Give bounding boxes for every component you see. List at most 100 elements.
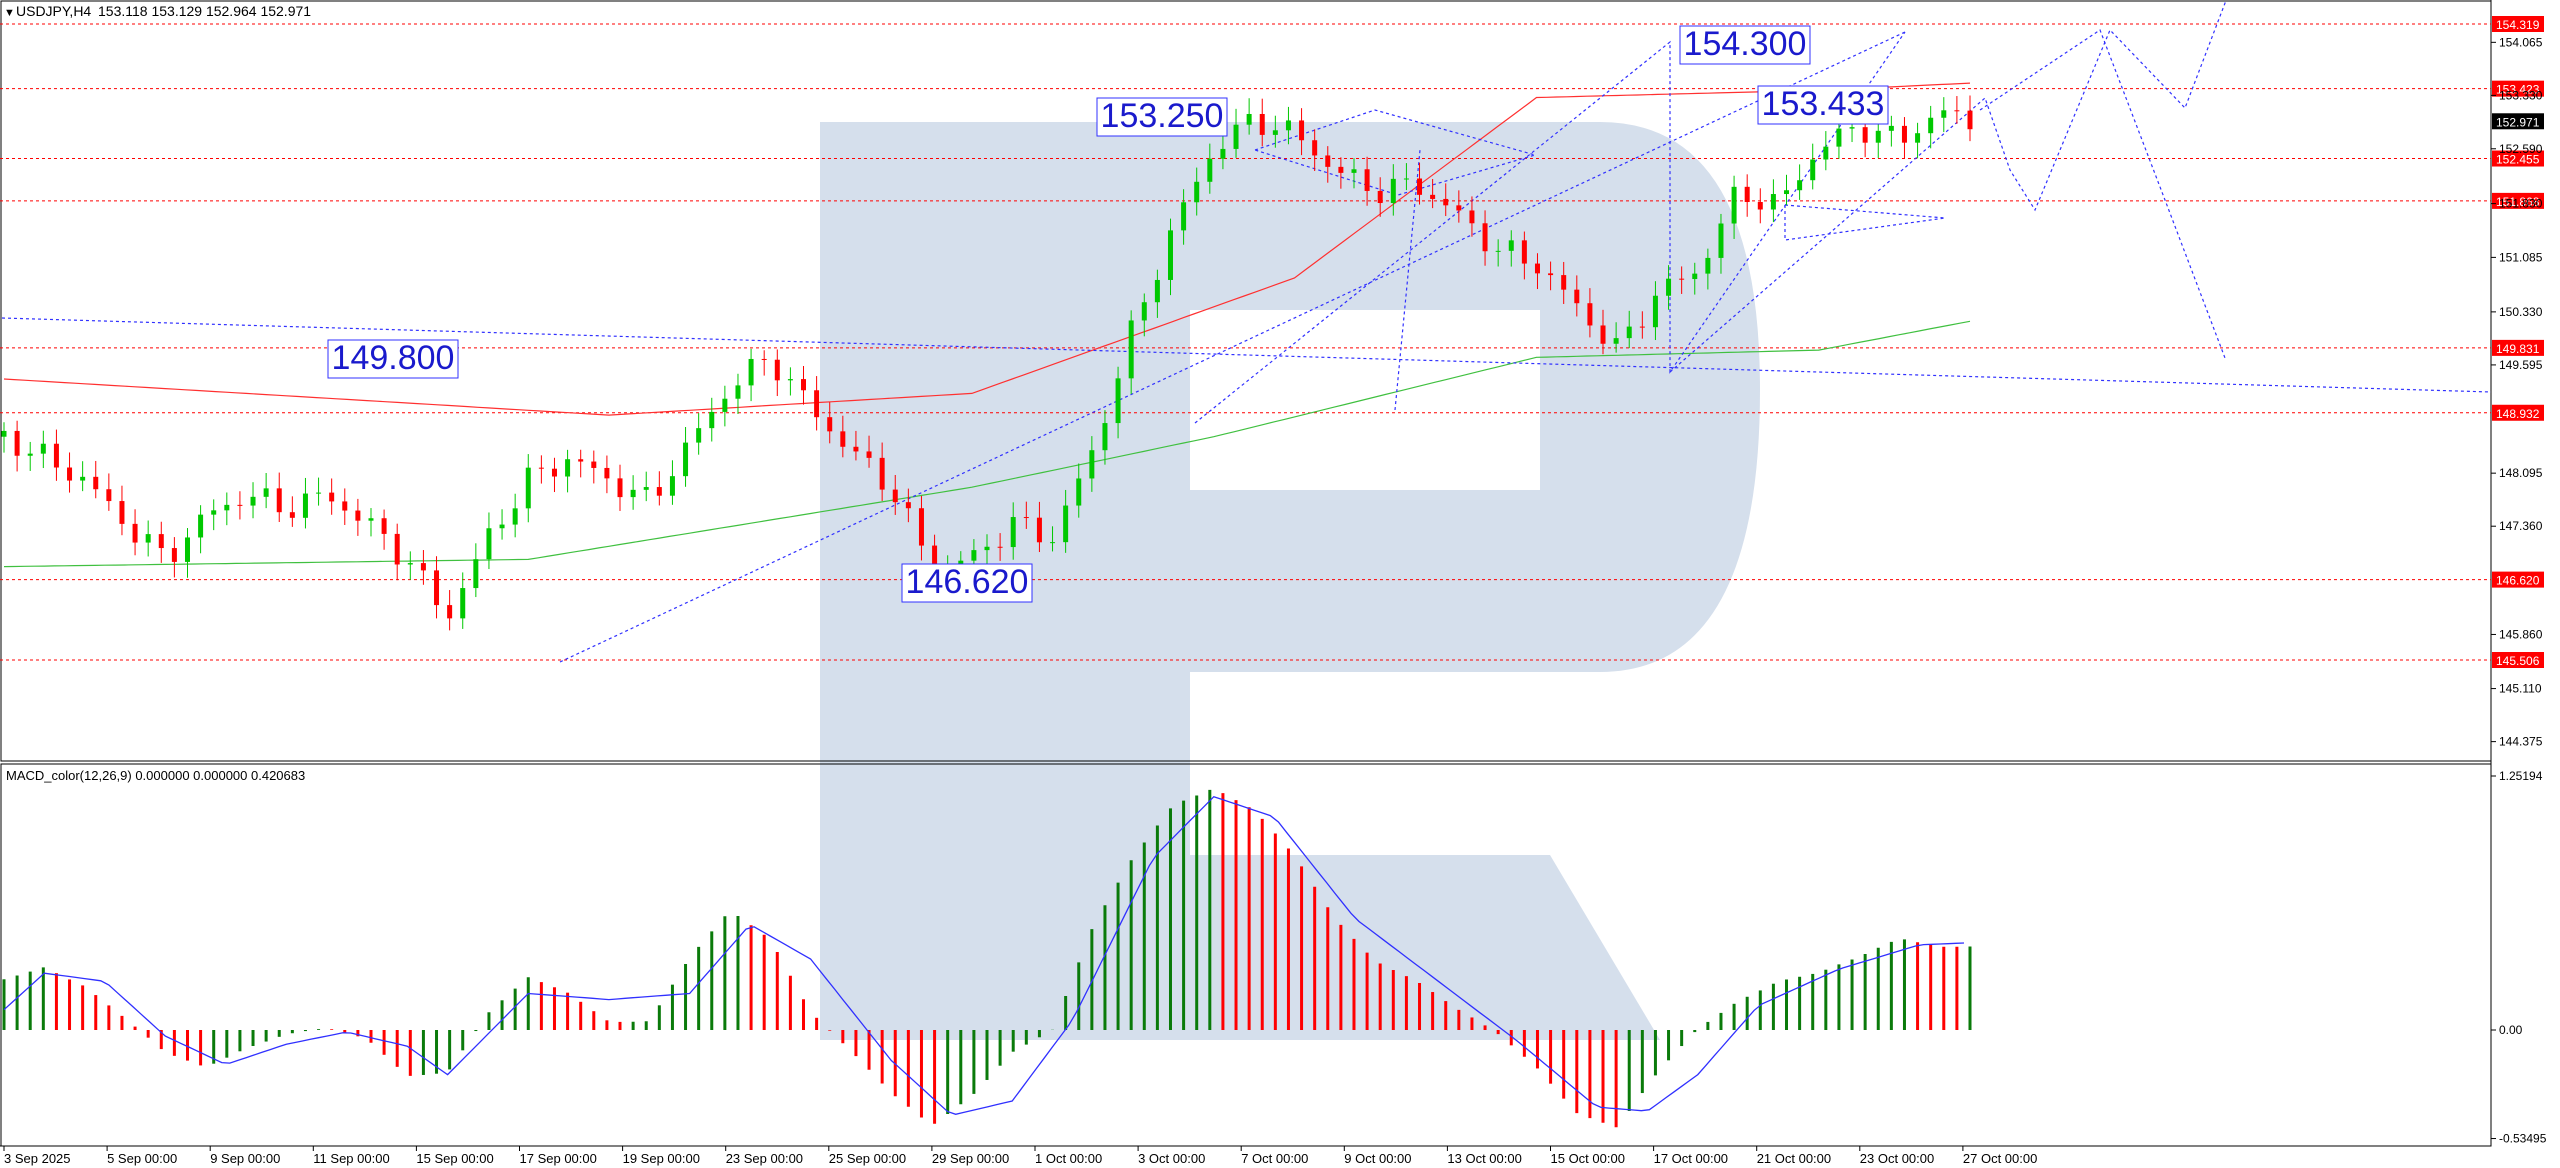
- candle-body: [1901, 125, 1907, 143]
- candle-body: [1482, 223, 1488, 252]
- candle-body: [1299, 120, 1305, 141]
- candle-body: [1744, 186, 1750, 203]
- candle-body: [761, 358, 767, 360]
- annotation-box-153433: [1757, 85, 1889, 125]
- current-price-tag: [2492, 113, 2544, 130]
- time-tick-label: 29 Sep 00:00: [932, 1151, 1009, 1166]
- candle-body: [918, 508, 924, 546]
- candle-body: [1757, 202, 1763, 210]
- candle-body: [604, 467, 610, 479]
- candle-body: [1548, 273, 1554, 276]
- candle-body: [211, 510, 217, 515]
- level-tag-label: 154.319: [2496, 18, 2540, 32]
- candle-body: [1797, 180, 1803, 191]
- annotation-153433: 153.433: [1762, 85, 1885, 123]
- candle-body: [1141, 302, 1147, 321]
- candle-body: [1, 430, 7, 437]
- menu-triangle-icon[interactable]: ▼: [4, 7, 15, 19]
- time-tick-label: 9 Sep 00:00: [210, 1151, 280, 1166]
- candle-body: [499, 524, 505, 529]
- time-tick-label: 23 Sep 00:00: [726, 1151, 803, 1166]
- candle-body: [184, 537, 190, 562]
- wedge-link: [1394, 149, 1421, 411]
- time-tick-label: 3 Sep 2025: [4, 1151, 71, 1166]
- level-tag-label: 153.423: [2496, 83, 2540, 97]
- candle-body: [1207, 158, 1213, 182]
- level-tag: [2492, 80, 2544, 97]
- candle-body: [329, 492, 335, 502]
- candle-body: [1613, 338, 1619, 344]
- price-axis: 154.319 153.423 152.455 151.868 149.831 148.9…: [2491, 16, 2544, 749]
- candle-body: [1508, 240, 1514, 251]
- candle-body: [447, 605, 453, 619]
- candle-body: [53, 443, 59, 468]
- candle-body: [1862, 127, 1868, 143]
- candle-body: [1967, 110, 1973, 130]
- candlesticks: [1, 95, 1973, 631]
- candle-body: [853, 446, 859, 452]
- candle-body: [1639, 326, 1645, 328]
- candle-body: [1063, 505, 1069, 543]
- candle-body: [1036, 517, 1042, 543]
- candle-body: [1928, 117, 1934, 134]
- candle-body: [1312, 140, 1318, 156]
- candle-body: [840, 431, 846, 447]
- candle-body: [1705, 257, 1711, 274]
- candle-body: [879, 457, 885, 490]
- candle-body: [1521, 240, 1527, 264]
- candle-body: [1941, 110, 1947, 118]
- forecast-annotations: 154.300 153.433 153.250 149.800 146.620: [327, 25, 1889, 603]
- candle-body: [905, 502, 911, 509]
- candle-body: [1849, 127, 1855, 129]
- candle-body: [263, 488, 269, 497]
- candle-body: [866, 451, 872, 458]
- candle-body: [997, 546, 1003, 548]
- candle-body: [1954, 110, 1960, 112]
- candle-body: [1220, 148, 1226, 159]
- moving-averages: [3, 82, 1971, 568]
- macd-signal-line: [3, 795, 1965, 1115]
- level-tag: [2492, 339, 2544, 356]
- candle-body: [1154, 279, 1160, 303]
- candle-body: [1836, 128, 1842, 147]
- candle-body: [774, 359, 780, 381]
- price-tick-label: 151.085: [2499, 250, 2543, 264]
- candle-body: [1679, 278, 1685, 280]
- time-tick-label: 27 Oct 00:00: [1963, 1151, 2037, 1166]
- candle-body: [551, 468, 557, 477]
- time-tick-label: 9 Oct 00:00: [1344, 1151, 1411, 1166]
- candle-body: [538, 467, 544, 469]
- candle-body: [67, 467, 73, 481]
- time-axis: 3 Sep 2025 5 Sep 00:00 9 Sep 00:00 11 Sep 0…: [0, 1145, 2491, 1166]
- candle-body: [1325, 155, 1331, 167]
- annotation-box-153250: [1096, 97, 1228, 137]
- candle-body: [1272, 130, 1278, 135]
- candle-body: [643, 487, 649, 490]
- price-tick-label: 153.330: [2499, 88, 2543, 102]
- candle-body: [801, 379, 807, 391]
- candle-body: [316, 492, 322, 494]
- level-tag: [2492, 16, 2544, 32]
- candle-body: [512, 508, 518, 525]
- candle-body: [932, 545, 938, 574]
- candle-body: [1731, 186, 1737, 224]
- candle-body: [302, 493, 308, 518]
- annotation-146620: 146.620: [906, 563, 1029, 601]
- forecast-lines: [1, 0, 2492, 663]
- candle-body: [1652, 295, 1658, 328]
- candle-body: [1194, 181, 1200, 203]
- time-tick-label: 15 Oct 00:00: [1551, 1151, 1625, 1166]
- macd-tick-label: 1.25194: [2499, 769, 2543, 783]
- annotation-153250: 153.250: [1101, 97, 1224, 135]
- candle-body: [420, 563, 426, 571]
- level-tag-label: 145.506: [2496, 654, 2540, 668]
- current-price-label: 152.971: [2496, 115, 2540, 129]
- candle-body: [525, 467, 531, 509]
- ma-red-line: [3, 82, 1971, 416]
- candle-body: [1784, 190, 1790, 195]
- candle-body: [1718, 223, 1724, 258]
- candle-body: [1875, 130, 1881, 143]
- price-tick-label: 145.110: [2499, 682, 2542, 696]
- candle-body: [1469, 210, 1475, 224]
